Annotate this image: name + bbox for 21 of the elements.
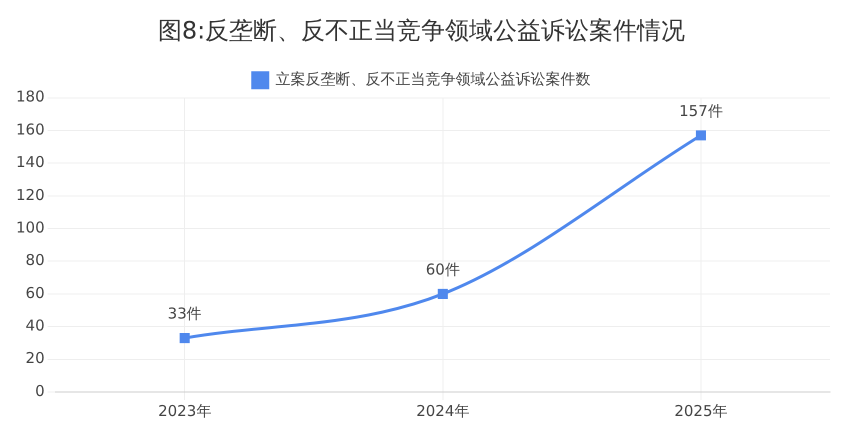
y-tick-label: 120: [16, 186, 45, 204]
x-tick-label: 2025年: [674, 402, 728, 420]
y-tick-label: 160: [16, 120, 45, 138]
point: [438, 288, 448, 299]
data-label: 33件: [168, 304, 202, 322]
point: [696, 130, 706, 140]
point: [180, 333, 190, 344]
y-tick-label: 40: [26, 316, 45, 335]
y-tick-label: 140: [16, 153, 45, 172]
x-tick-label: 2024年: [416, 402, 470, 420]
data-label: 60件: [426, 260, 460, 278]
x-tick-label: 2023年: [158, 402, 212, 420]
data-label: 157件: [679, 102, 723, 120]
y-tick-label: 60: [26, 284, 45, 302]
y-tick-label: 80: [26, 251, 45, 270]
legend-label: 立案反垄断、反不正当竞争领域公益诉讼案件数: [275, 70, 590, 88]
y-tick-label: 0: [35, 382, 45, 400]
y-tick-label: 180: [16, 88, 45, 106]
chart-title: 图8:反垄断、反不正当竞争领域公益诉讼案件情况: [158, 16, 686, 45]
y-tick-label: 20: [26, 349, 45, 368]
y-tick-label: 100: [16, 218, 45, 236]
